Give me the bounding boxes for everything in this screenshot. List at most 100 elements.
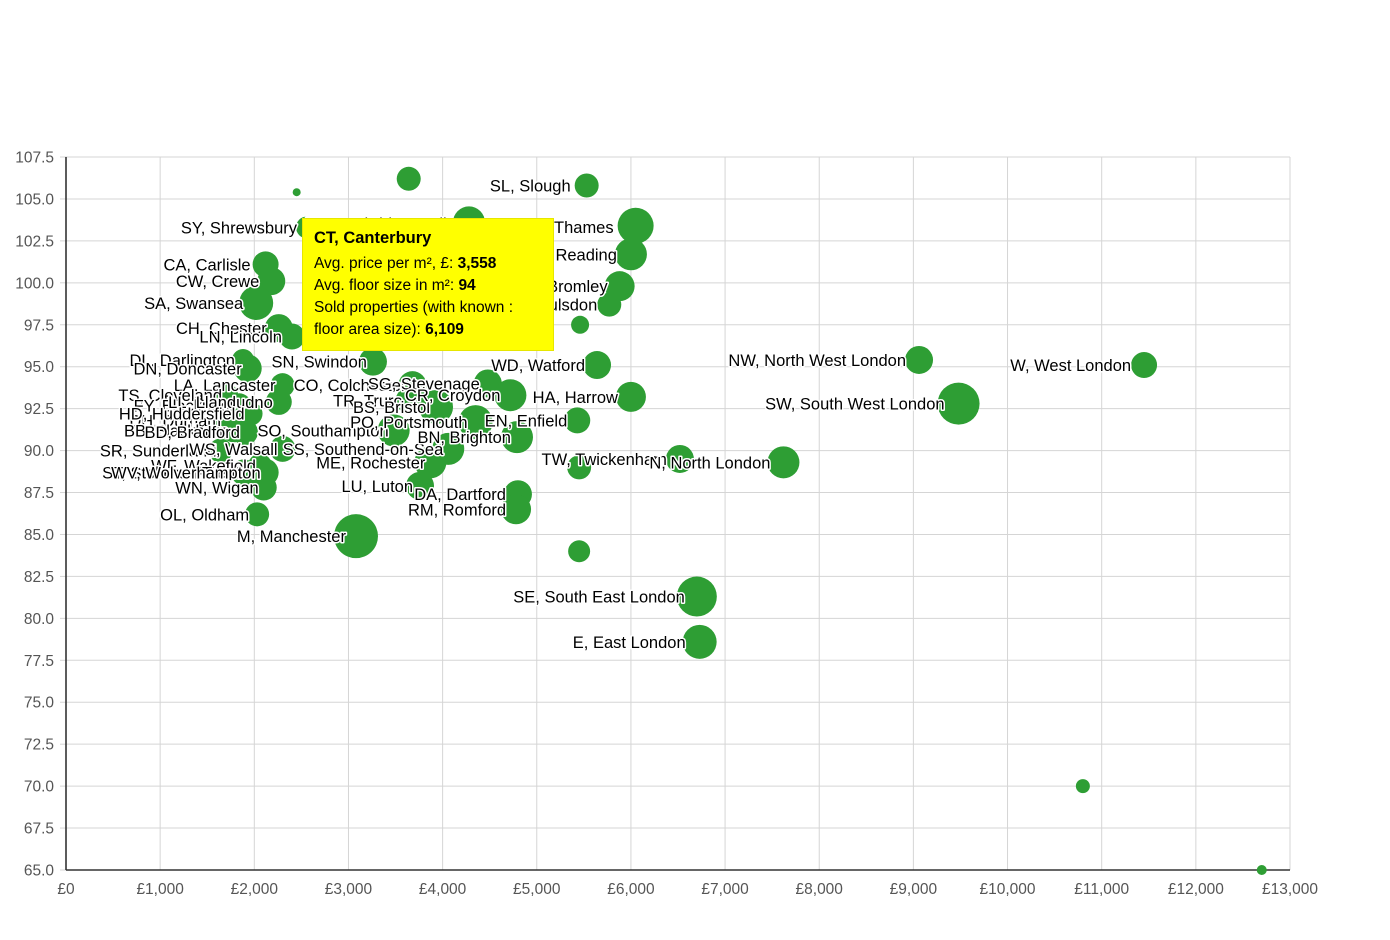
data-point-bubble[interactable]: [231, 419, 258, 446]
data-point-bubble[interactable]: [905, 345, 934, 374]
data-point-bubble[interactable]: [617, 207, 654, 244]
data-point-bubble[interactable]: [414, 446, 447, 479]
x-axis-tick-label: £13,000: [1262, 881, 1318, 898]
data-point-label: RM, Romford: [408, 501, 506, 519]
x-axis-tick-label: £1,000: [136, 881, 184, 898]
x-axis-tick-label: £6,000: [607, 881, 655, 898]
x-axis-tick-label: £11,000: [1074, 881, 1129, 898]
data-point-bubble[interactable]: [564, 407, 591, 434]
data-point-bubble[interactable]: [583, 351, 612, 380]
data-point-bubble[interactable]: [767, 446, 800, 479]
data-point-bubble[interactable]: [458, 405, 493, 440]
tooltip-price-label: Avg. price per m², £:: [314, 255, 458, 273]
tooltip-sold-label-2: floor area size):: [314, 321, 426, 339]
data-point-label: SA, Swansea: [144, 295, 244, 313]
data-point-bubble[interactable]: [396, 166, 421, 191]
y-axis-tick-label: 107.5: [15, 150, 54, 167]
data-point-label: DH, Durham: [129, 412, 221, 430]
data-point-label: CO, Colchester: [294, 377, 407, 395]
x-axis-tick-label: £2,000: [231, 881, 279, 898]
data-point-bubble[interactable]: [500, 421, 533, 454]
data-point-bubble[interactable]: [239, 285, 274, 320]
data-point-bubble[interactable]: [358, 347, 387, 376]
x-axis-tick-label: £9,000: [890, 881, 938, 898]
x-axis-tick-label: £10,000: [980, 881, 1036, 898]
tooltip-sold-value: 6,109: [425, 321, 464, 339]
data-point-bubble[interactable]: [1075, 779, 1090, 794]
data-point-label: LN, Lincoln: [199, 329, 282, 347]
data-point-bubble[interactable]: [208, 438, 233, 463]
data-point-bubble[interactable]: [278, 323, 305, 350]
data-point-bubble[interactable]: [937, 382, 980, 425]
data-point-bubble[interactable]: [571, 315, 590, 334]
y-axis-tick-label: 90.0: [24, 443, 55, 460]
data-point-label: WD, Watford: [491, 357, 585, 375]
data-point-label: TR, Truro: [333, 392, 403, 410]
data-point-label: LL, Llandudno: [168, 394, 273, 412]
data-point-label: SW, South West London: [765, 396, 944, 414]
data-point-label: OL, Oldham: [160, 506, 249, 524]
data-point-bubble[interactable]: [501, 494, 532, 525]
tooltip-title: CT, Canterbury: [314, 229, 432, 247]
data-point-label: FY, Blackpool: [134, 397, 234, 415]
tooltip-row-price: Avg. price per m², £: 3,558: [314, 253, 542, 275]
data-point-label: CR, Croydon: [405, 387, 500, 405]
data-point-bubble[interactable]: [615, 381, 646, 412]
data-point-bubble[interactable]: [395, 387, 422, 414]
y-axis-tick-label: 97.5: [24, 317, 54, 334]
data-point-bubble[interactable]: [292, 188, 301, 197]
data-point-label: DN, Doncaster: [134, 360, 243, 378]
tooltip-row-sold-2: floor area size): 6,109: [314, 319, 542, 341]
data-point-label: WV, Wolverhampton: [111, 464, 260, 482]
data-point-label: EN, Enfield: [485, 412, 568, 430]
data-point-bubble[interactable]: [230, 459, 257, 486]
data-point-bubble[interactable]: [265, 388, 292, 415]
data-point-bubble[interactable]: [406, 471, 435, 500]
data-point-label: DL, Darlington: [130, 352, 235, 370]
y-axis-tick-label: 75.0: [24, 695, 55, 712]
data-point-label: SL, Slough: [490, 178, 571, 196]
data-point-bubble[interactable]: [233, 354, 262, 383]
data-point-bubble[interactable]: [269, 435, 296, 462]
x-axis-tick-label: £4,000: [419, 881, 467, 898]
data-point-bubble[interactable]: [377, 414, 410, 447]
data-point-label: SN, Swindon: [272, 354, 367, 372]
tooltip-floor-label: Avg. floor size in m²:: [314, 277, 459, 295]
data-point-bubble[interactable]: [676, 576, 717, 617]
data-point-label: ME, Rochester: [316, 454, 426, 472]
data-point-bubble[interactable]: [614, 238, 647, 271]
data-point-label: PO, Portsmouth: [350, 414, 467, 432]
data-point-bubble[interactable]: [682, 624, 717, 659]
data-point-bubble[interactable]: [494, 379, 527, 412]
data-point-bubble[interactable]: [419, 389, 454, 424]
data-point-label: SE, South East London: [513, 589, 685, 607]
data-point-bubble[interactable]: [568, 540, 591, 563]
data-point-label: LU, Luton: [341, 478, 413, 496]
data-point-bubble[interactable]: [574, 173, 599, 198]
data-point-bubble[interactable]: [473, 369, 502, 398]
data-point-bubble[interactable]: [665, 444, 694, 473]
data-point-bubble[interactable]: [250, 474, 277, 501]
data-point-label: HA, Harrow: [533, 389, 618, 407]
y-axis-tick-label: 77.5: [24, 653, 54, 670]
x-axis-tick-label: £0: [57, 881, 75, 898]
data-point-label: TW, Twickenham: [542, 451, 667, 469]
data-point-label: CW, Crewe: [176, 273, 259, 291]
y-axis-tick-label: 85.0: [24, 527, 55, 544]
data-point-label: TS, Cleveland: [118, 387, 222, 405]
data-point-bubble[interactable]: [245, 502, 270, 527]
data-point-bubble[interactable]: [333, 514, 378, 559]
data-point-bubble[interactable]: [567, 455, 592, 480]
data-point-bubble[interactable]: [597, 292, 622, 317]
data-point-bubble[interactable]: [1256, 865, 1267, 875]
data-point-bubble[interactable]: [1131, 352, 1158, 379]
y-axis-tick-label: 82.5: [24, 569, 54, 586]
data-point-label: SG, Stevenage: [368, 375, 480, 393]
data-point-label: BD, Bradford: [145, 424, 240, 442]
y-axis-tick-label: 102.5: [15, 233, 54, 250]
data-point-label: N, North London: [649, 454, 770, 472]
x-axis-tick-label: £12,000: [1168, 881, 1224, 898]
y-axis-tick-label: 65.0: [24, 863, 55, 880]
